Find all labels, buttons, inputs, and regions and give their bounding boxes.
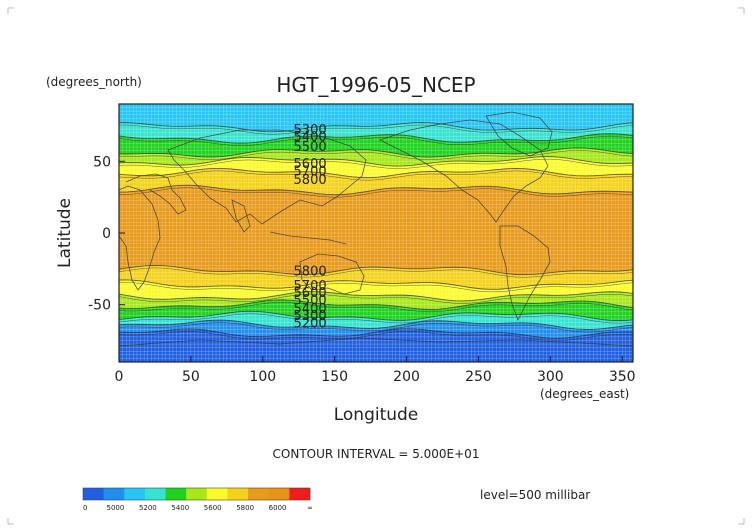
legend-swatch	[83, 488, 104, 500]
contour-line	[119, 170, 633, 181]
contour-line	[119, 264, 633, 276]
contour-label: 5300	[294, 123, 327, 138]
legend-label: 6000	[269, 504, 287, 512]
contour-line	[119, 302, 633, 313]
contour-lines	[119, 122, 633, 341]
color-band	[119, 328, 633, 362]
x-tick-label: 100	[249, 369, 276, 385]
color-legend: 0 5000 5200 5400 5600 5800 6000 ∞	[82, 487, 313, 512]
contour-line	[119, 282, 633, 293]
y-axis-label: Latitude	[55, 198, 75, 268]
color-band	[119, 311, 633, 330]
color-band	[119, 104, 633, 132]
color-band	[119, 133, 633, 158]
contour-line	[119, 158, 633, 169]
legend-label: 5000	[107, 504, 125, 512]
contour-label: 5800	[294, 173, 327, 188]
contour-line	[119, 313, 633, 324]
continent-outlines	[119, 111, 633, 347]
contour-labels: 5300540055005600570058005800570056005500…	[294, 123, 327, 331]
contour-line	[119, 293, 633, 304]
y-axis-ticks: 50 0 -50	[88, 154, 125, 314]
contour-label: 5600	[294, 286, 327, 301]
legend-swatch	[227, 488, 249, 500]
legend-label: 5200	[139, 504, 157, 512]
legend-swatch	[165, 488, 187, 500]
contour-label: 5400	[294, 130, 327, 145]
contour-line	[119, 184, 633, 196]
color-band	[119, 156, 633, 178]
y-tick-label: 50	[93, 154, 111, 170]
color-band	[119, 185, 633, 275]
contour-line	[119, 291, 633, 302]
contour-line	[119, 133, 633, 144]
x-tick-label: 200	[393, 369, 420, 385]
contour-label: 5300	[294, 309, 327, 324]
plot-area: 5300540055005600570058005800570056005500…	[119, 104, 633, 362]
legend-label: 5400	[171, 504, 189, 512]
contour-line	[119, 150, 633, 160]
legend-frame	[82, 487, 311, 501]
x-tick-label: 50	[182, 369, 200, 385]
contour-label: 5800	[294, 265, 327, 280]
contour-line	[119, 267, 633, 278]
legend-swatch	[268, 488, 290, 500]
legend-swatch	[103, 488, 125, 500]
x-tick-label: 350	[609, 369, 636, 385]
level-text: level=500 millibar	[480, 488, 590, 502]
contour-line	[119, 135, 633, 146]
legend-swatch	[206, 488, 228, 500]
contour-line	[119, 156, 633, 167]
contour-line	[119, 319, 633, 330]
contour-line	[119, 122, 633, 133]
legend-swatch	[248, 488, 270, 500]
contour-label: 5500	[294, 293, 327, 308]
x-tick-label: 300	[537, 369, 564, 385]
contour-line	[119, 279, 633, 290]
legend-swatch	[124, 488, 146, 500]
contour-line	[119, 310, 633, 322]
x-tick-label: 0	[115, 369, 124, 385]
contour-interval-text: CONTOUR INTERVAL = 5.000E+01	[273, 447, 480, 461]
contour-label: 5700	[294, 279, 327, 294]
y-units-label: (degrees_north)	[46, 75, 142, 89]
x-axis-units: (degrees_east)	[540, 387, 629, 401]
chart-title: HGT_1996-05_NCEP	[276, 73, 475, 97]
contour-line	[119, 299, 633, 310]
contour-label: 5600	[294, 157, 327, 172]
x-tick-label: 150	[321, 369, 348, 385]
contour-line	[119, 147, 633, 158]
color-band	[119, 291, 633, 310]
legend-swatch	[186, 488, 208, 500]
x-axis-ticks: 0 50 100 150 200 250 300 350	[115, 356, 636, 385]
contour-label: 5500	[294, 140, 327, 155]
contour-label: 5200	[294, 316, 327, 331]
x-axis-label: Longitude	[334, 405, 419, 425]
contour-line	[119, 322, 633, 333]
contour-line	[119, 328, 633, 339]
y-tick-label: 0	[102, 226, 111, 242]
contour-label: 5700	[294, 164, 327, 179]
contour-line	[119, 167, 633, 179]
contour-line	[119, 187, 633, 198]
y-tick-label: -50	[88, 298, 111, 314]
contour-line	[119, 124, 633, 135]
legend-swatch	[289, 488, 311, 500]
crop-marks	[7, 7, 745, 525]
legend-swatch	[144, 488, 166, 500]
legend-label: ∞	[307, 504, 313, 512]
legend-label: 5800	[236, 504, 254, 512]
contour-label: 5400	[294, 302, 327, 317]
legend-label: 5600	[204, 504, 222, 512]
legend-label: 0	[83, 504, 87, 512]
contour-line	[119, 331, 633, 341]
color-band	[119, 320, 633, 339]
color-band	[119, 168, 633, 195]
x-tick-label: 250	[465, 369, 492, 385]
color-band	[119, 147, 633, 167]
